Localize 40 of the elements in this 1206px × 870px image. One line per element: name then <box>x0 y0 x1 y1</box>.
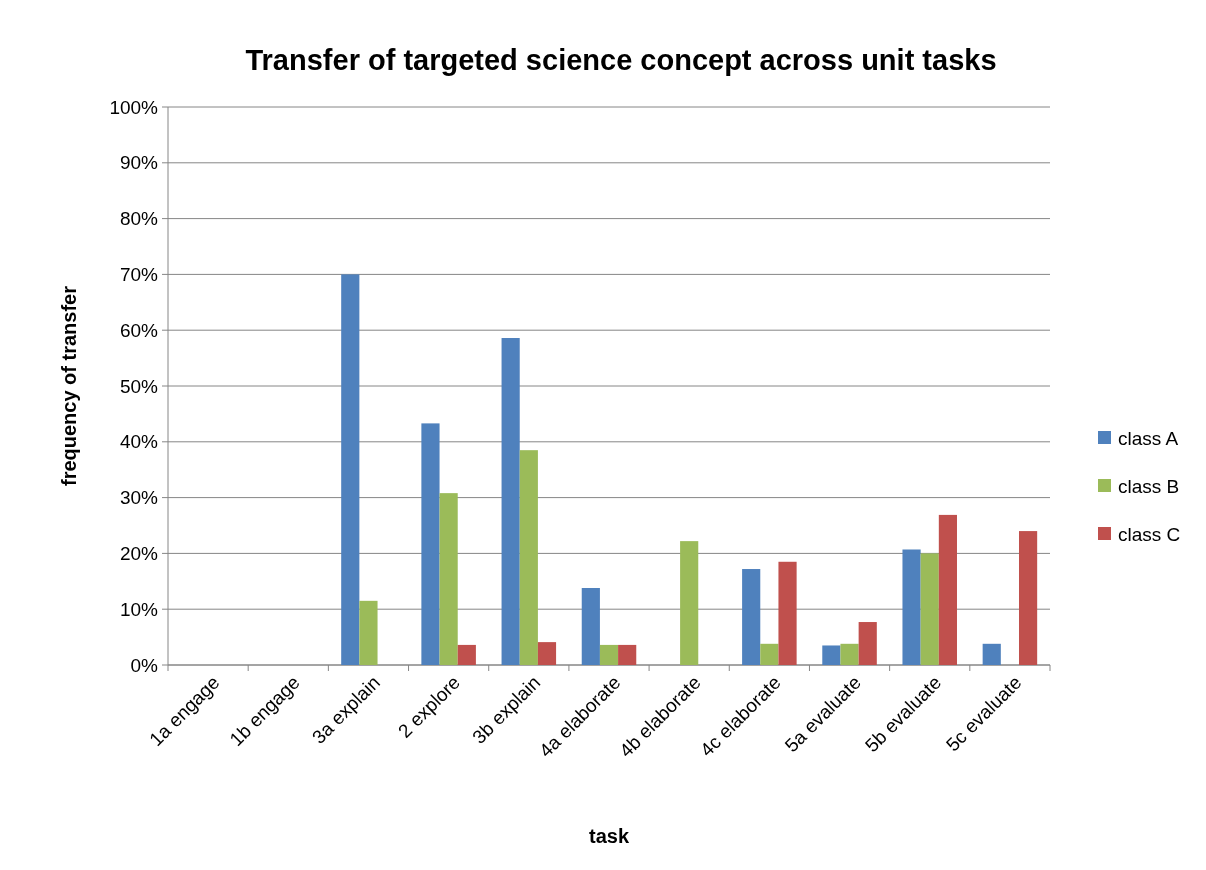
bar <box>457 644 476 665</box>
bar <box>341 274 360 665</box>
bar <box>519 450 538 665</box>
y-tick-label: 80% <box>119 208 159 230</box>
bar <box>902 549 921 665</box>
bar <box>501 338 520 665</box>
bar <box>778 561 797 665</box>
y-tick-label: 10% <box>119 598 159 620</box>
y-tick-label: 70% <box>119 264 159 286</box>
bar <box>581 588 600 665</box>
y-tick-label: 50% <box>119 375 159 397</box>
y-tick-label: 100% <box>109 96 159 118</box>
y-tick-label: 40% <box>119 431 159 453</box>
bar <box>439 493 458 665</box>
legend-label: class C <box>1118 523 1181 545</box>
legend-label: class A <box>1118 427 1179 449</box>
bar <box>742 569 761 665</box>
bar <box>822 645 841 665</box>
bar <box>618 644 637 665</box>
bar <box>359 600 378 665</box>
bar <box>938 514 957 665</box>
bar <box>920 553 939 665</box>
bar <box>599 644 619 665</box>
y-tick-label: 90% <box>119 152 159 174</box>
bar <box>760 643 779 665</box>
chart-title: Transfer of targeted science concept across unit tasks <box>245 44 997 76</box>
bar <box>537 642 557 665</box>
legend-label: class B <box>1118 475 1180 497</box>
y-axis-title: frequency of transfer <box>58 285 80 487</box>
y-tick-label: 30% <box>119 487 159 509</box>
bar <box>982 643 1001 665</box>
y-tick-label: 0% <box>130 654 159 676</box>
x-axis-title: task <box>588 825 630 847</box>
bar <box>1019 531 1038 665</box>
y-tick-label: 60% <box>119 319 159 341</box>
bar <box>680 541 699 665</box>
bar <box>858 622 877 665</box>
bar <box>421 423 440 665</box>
y-tick-label: 20% <box>119 543 159 565</box>
bar <box>840 643 859 665</box>
